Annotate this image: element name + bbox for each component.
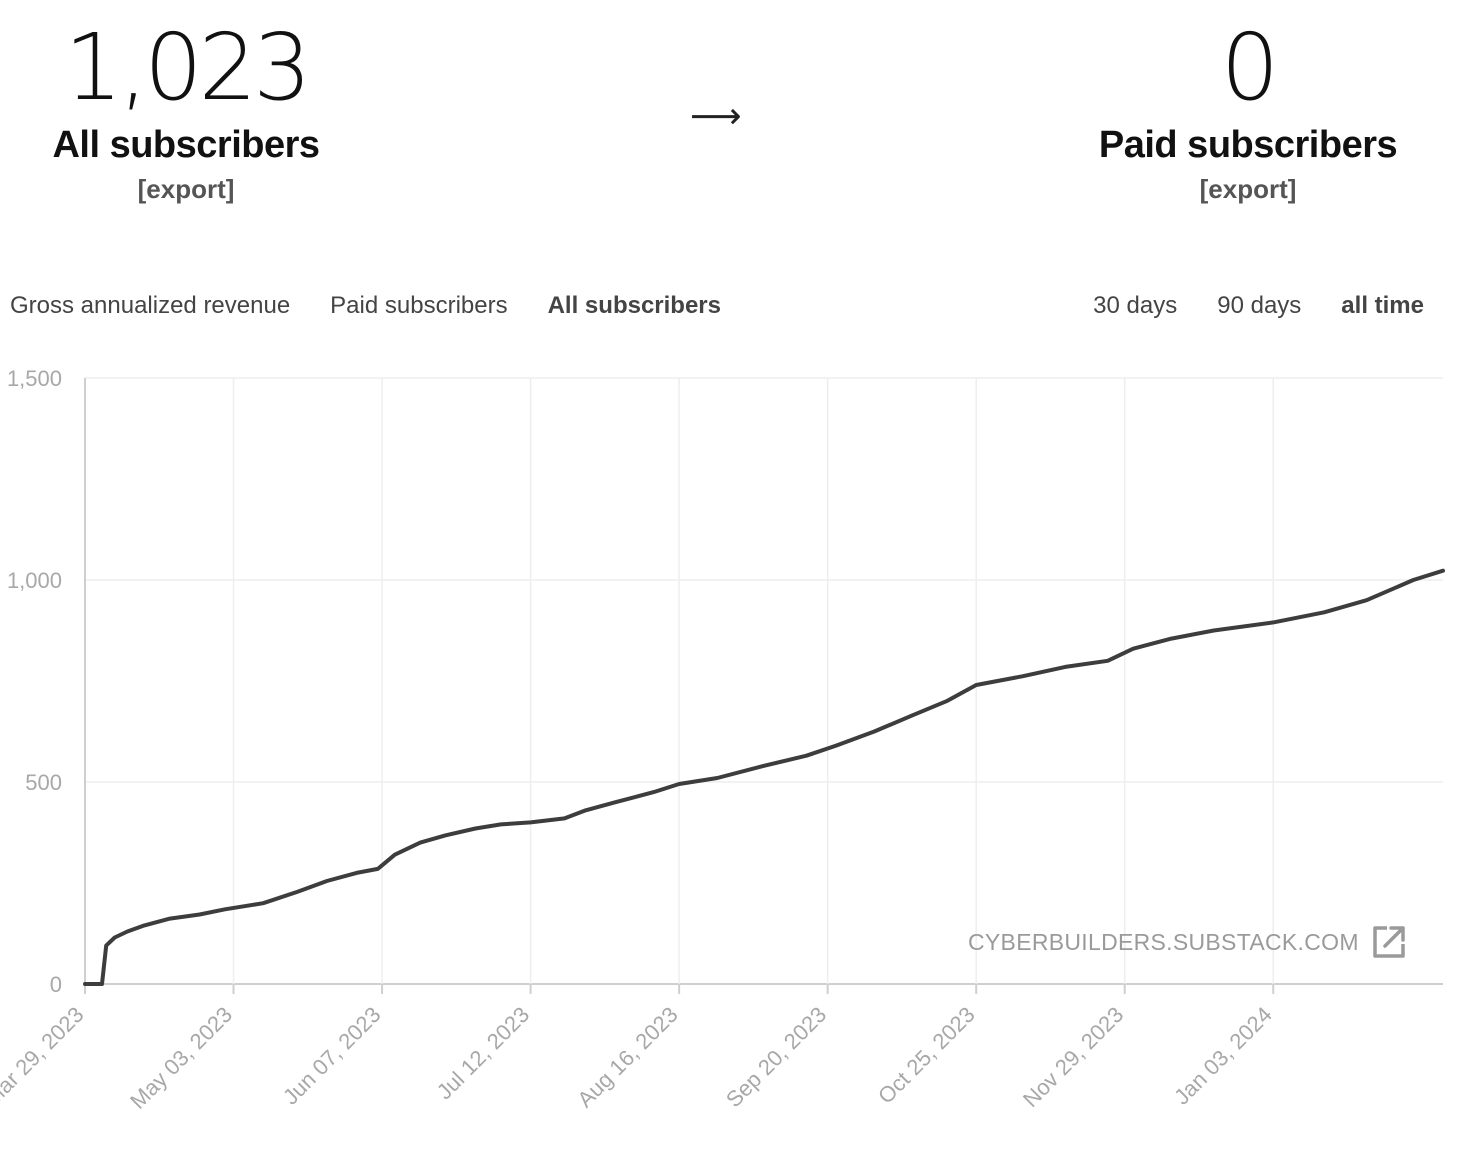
metric-tabs: Gross annualized revenue Paid subscriber… — [10, 292, 721, 320]
x-tick-label: Oct 25, 2023 — [873, 1002, 980, 1109]
external-link-icon — [1373, 926, 1405, 958]
series-line — [83, 568, 1445, 986]
subscribers-line-chart: 0 500 1,000 1,500 Mar 29, 2023 May 03, 2023 Ju… — [0, 366, 1445, 1114]
x-tick-label: Jan 03, 2024 — [1169, 1002, 1277, 1110]
range-90-days[interactable]: 90 days — [1217, 292, 1302, 319]
x-tick-label: Mar 29, 2023 — [0, 1002, 89, 1111]
all-subscribers-label: All subscribers — [52, 124, 320, 166]
paid-subscribers-count: 0 — [1220, 14, 1280, 121]
y-tick-label: 0 — [50, 972, 62, 997]
tab-paid-subscribers[interactable]: Paid subscribers — [330, 292, 508, 319]
x-tick-label: Jul 12, 2023 — [432, 1002, 534, 1104]
all-subscribers-stat: 1,023 All subscribers [export] — [0, 18, 396, 205]
y-tick-label: 500 — [25, 770, 62, 795]
publication-url: CYBERBUILDERS.SUBSTACK.COM — [968, 928, 1359, 955]
range-selector: 30 days 90 days all time — [1093, 292, 1424, 320]
x-tick-label: May 03, 2023 — [125, 1002, 237, 1114]
tab-all-subscribers[interactable]: All subscribers — [547, 292, 721, 319]
x-tick-label: Aug 16, 2023 — [572, 1002, 682, 1112]
paid-subscribers-label: Paid subscribers — [1098, 124, 1398, 166]
x-tick-label: Sep 20, 2023 — [721, 1002, 831, 1112]
publication-link[interactable]: CYBERBUILDERS.SUBSTACK.COM — [968, 922, 1409, 962]
y-tick-label: 1,500 — [7, 366, 62, 391]
all-subscribers-export-link[interactable]: [export] — [137, 174, 235, 204]
paid-subscribers-export-link[interactable]: [export] — [1199, 174, 1297, 204]
x-tick-label: Nov 29, 2023 — [1018, 1002, 1128, 1112]
tab-gross-annualized-revenue[interactable]: Gross annualized revenue — [10, 292, 291, 319]
x-tick-label: Jun 07, 2023 — [278, 1002, 386, 1110]
range-30-days[interactable]: 30 days — [1093, 292, 1178, 319]
y-tick-label: 1,000 — [7, 568, 62, 593]
range-all-time[interactable]: all time — [1341, 292, 1424, 319]
right-arrow-icon: ⟶ — [690, 96, 742, 137]
all-subscribers-count: 1,023 — [64, 14, 311, 121]
paid-subscribers-stat: 0 Paid subscribers [export] — [1038, 18, 1458, 205]
